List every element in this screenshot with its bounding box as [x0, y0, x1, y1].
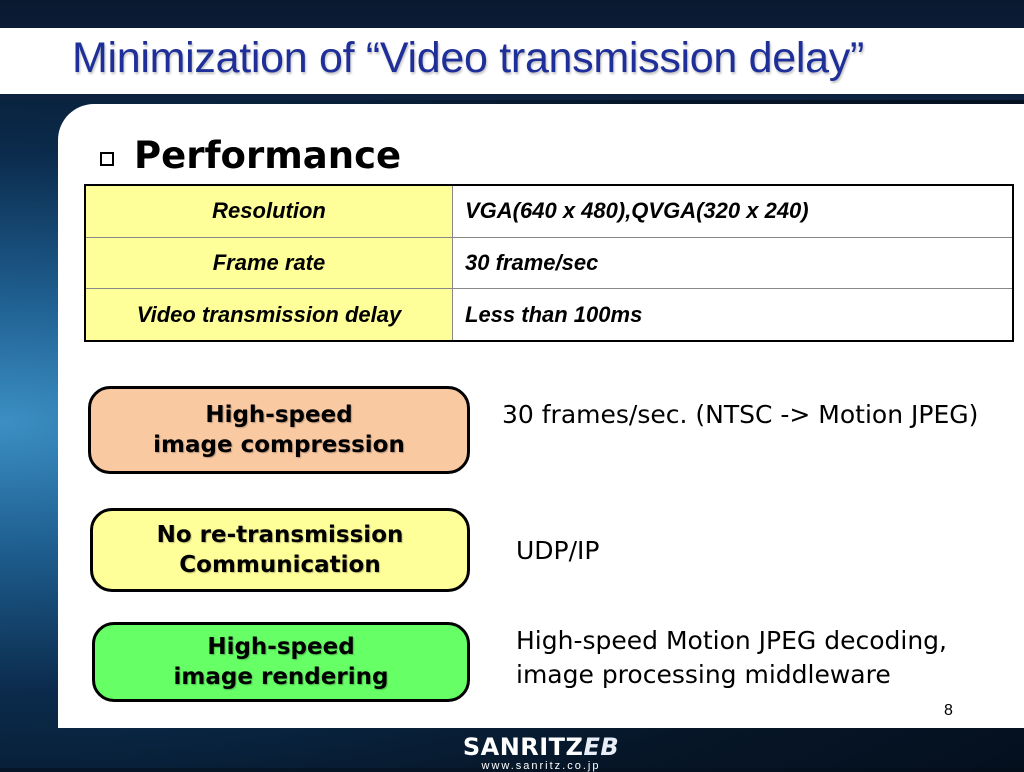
table-cell-value: VGA(640 x 480),QVGA(320 x 240)	[452, 184, 1014, 238]
performance-table: Resolution VGA(640 x 480),QVGA(320 x 240…	[84, 184, 1014, 342]
table-row: Resolution VGA(640 x 480),QVGA(320 x 240…	[84, 184, 1014, 238]
logo-brand-main: SANRITZ	[462, 733, 584, 761]
feature-line1: High-speed	[207, 634, 355, 660]
feature-description: UDP/IP	[516, 536, 600, 565]
table-row: Video transmission delay Less than 100ms	[84, 288, 1014, 342]
logo-brand: SANRITZEB	[456, 734, 626, 760]
table-cell-value: Less than 100ms	[452, 288, 1014, 342]
table-cell-label: Video transmission delay	[84, 288, 453, 342]
table-cell-label: Resolution	[84, 184, 453, 238]
logo-url: www.sanritz.co.jp	[481, 760, 601, 772]
company-logo: SANRITZEB www.sanritz.co.jp	[456, 734, 626, 772]
feature-line1: High-speed	[205, 402, 353, 428]
square-bullet-icon	[100, 152, 114, 166]
feature-box-compression: High-speed image compression	[88, 386, 470, 474]
slide-title-bar: Minimization of “Video transmission dela…	[0, 28, 1024, 94]
feature-box-communication: No re-transmission Communication	[90, 508, 470, 592]
feature-box-rendering: High-speed image rendering	[92, 622, 470, 702]
feature-line1: No re-transmission	[156, 522, 404, 548]
table-cell-label: Frame rate	[84, 236, 453, 290]
table-cell-value: 30 frame/sec	[452, 236, 1014, 290]
section-heading-text: Performance	[134, 134, 402, 177]
feature-line2: image compression	[153, 432, 405, 458]
page-number: 8	[944, 702, 953, 719]
logo-brand-suffix: EB	[583, 733, 620, 761]
feature-description: High-speed Motion JPEG decoding, image p…	[516, 626, 947, 689]
feature-line2: image rendering	[173, 664, 389, 690]
feature-description: 30 frames/sec. (NTSC -> Motion JPEG)	[502, 400, 979, 429]
table-row: Frame rate 30 frame/sec	[84, 236, 1014, 290]
feature-line2: Communication	[179, 552, 381, 578]
slide-title: Minimization of “Video transmission dela…	[72, 34, 864, 82]
